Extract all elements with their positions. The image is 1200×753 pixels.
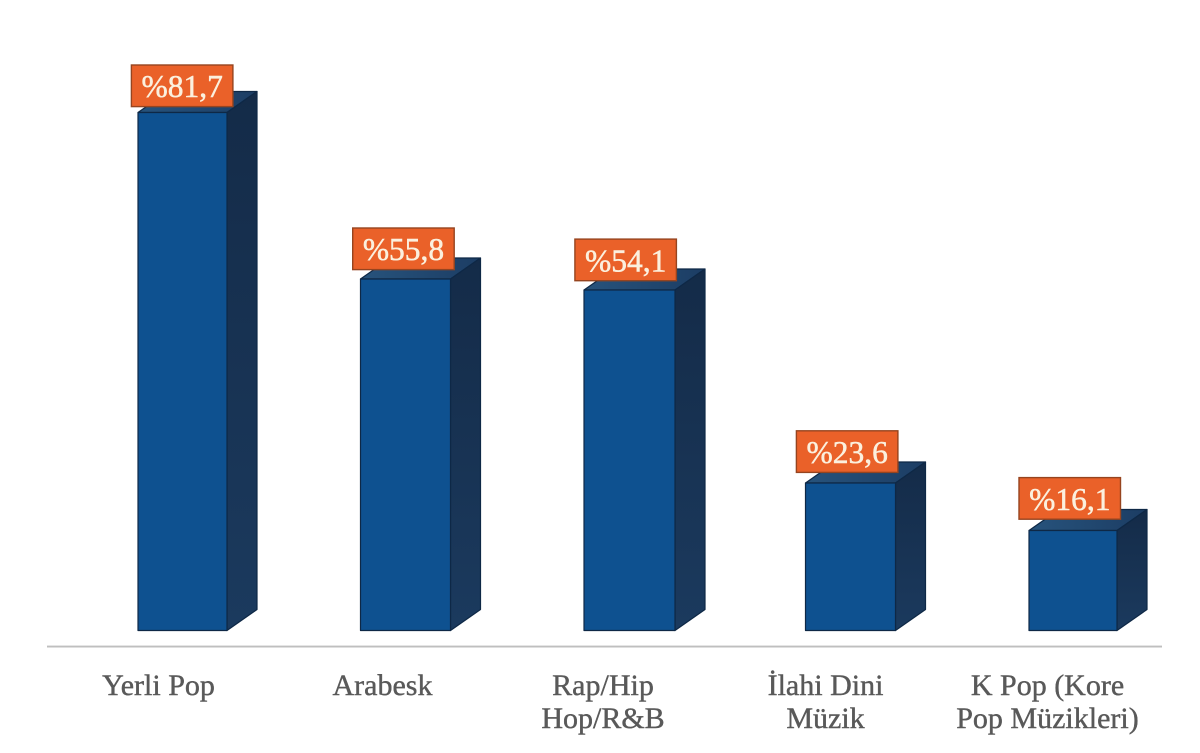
svg-text:Yerli Pop: Yerli Pop [102,669,215,702]
svg-text:%23,6: %23,6 [807,435,888,470]
svg-text:Arabesk: Arabesk [333,669,433,702]
svg-text:%16,1: %16,1 [1029,482,1110,517]
svg-text:%81,7: %81,7 [142,69,223,104]
svg-text:%54,1: %54,1 [585,243,666,278]
svg-text:İlahi Dini: İlahi Dini [768,669,884,702]
svg-text:Rap/Hip: Rap/Hip [552,669,654,702]
svg-text:Hop/R&B: Hop/R&B [541,702,664,735]
svg-text:%55,8: %55,8 [363,232,444,267]
svg-text:Müzik: Müzik [786,702,864,735]
svg-text:Pop Müzikleri): Pop Müzikleri) [956,702,1138,735]
svg-text:K Pop (Kore: K Pop (Kore [971,669,1124,702]
